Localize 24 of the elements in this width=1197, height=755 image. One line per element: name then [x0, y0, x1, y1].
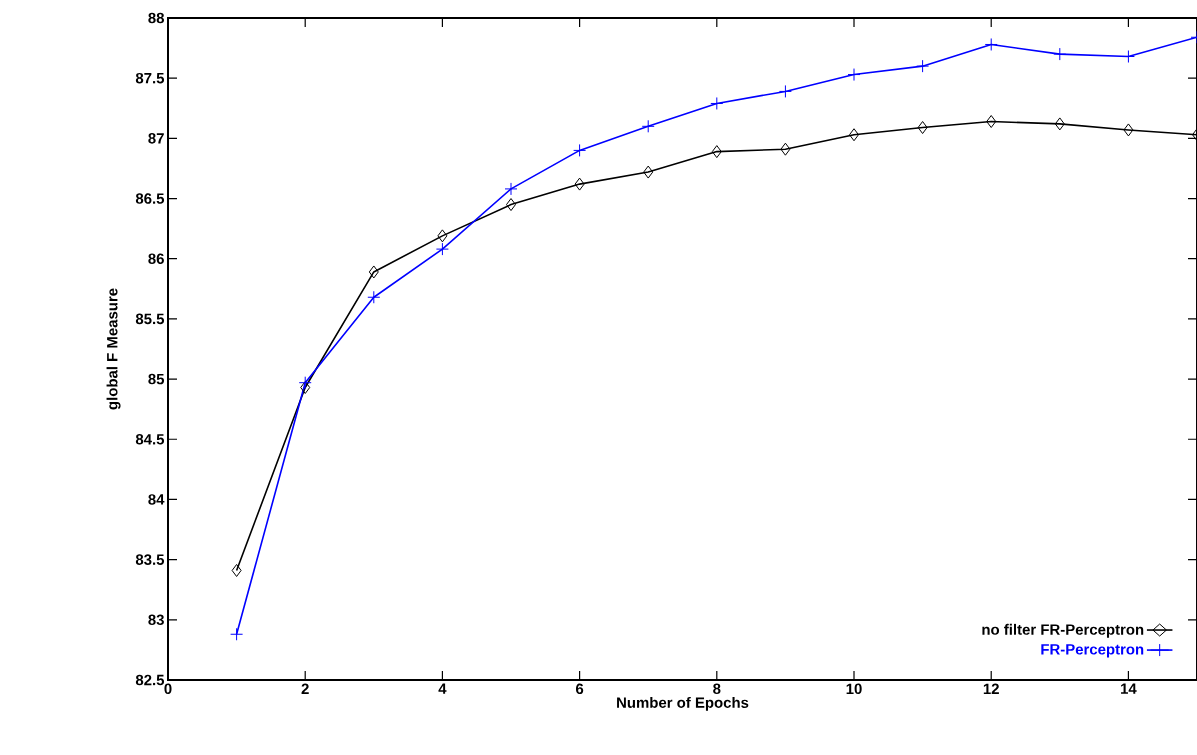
legend-label: FR-Perceptron — [1041, 644, 1144, 658]
y-tick-label: 87 — [148, 133, 164, 144]
y-tick-label: 86 — [148, 253, 164, 265]
y-tick-label: 85.5 — [135, 313, 165, 325]
x-tick-label: 10 — [846, 683, 862, 695]
legend-label: no filter FR-Perceptron — [982, 623, 1144, 638]
y-tick-label: 88 — [148, 12, 165, 24]
x-tick-label: 8 — [713, 683, 721, 695]
y-tick-label: 85 — [148, 373, 165, 385]
y-tick-label: 84.5 — [135, 433, 165, 445]
x-axis-title: Number of Epochs — [617, 696, 749, 711]
y-tick-label: 84 — [148, 494, 165, 505]
y-tick-label: 86.5 — [135, 193, 165, 204]
y-tick-label: 82.5 — [135, 674, 165, 686]
x-tick-label: 14 — [1121, 683, 1137, 694]
y-axis-title: global F Measure — [106, 288, 121, 410]
y-tick-label: 83.5 — [135, 554, 165, 565]
x-tick-label: 2 — [301, 683, 309, 694]
x-tick-label: 12 — [983, 683, 999, 694]
y-tick-label: 83 — [148, 614, 164, 626]
x-tick-label: 4 — [438, 683, 447, 694]
y-tick-label: 87.5 — [135, 72, 165, 84]
x-tick-label: 0 — [164, 683, 172, 695]
x-tick-label: 6 — [575, 683, 584, 695]
